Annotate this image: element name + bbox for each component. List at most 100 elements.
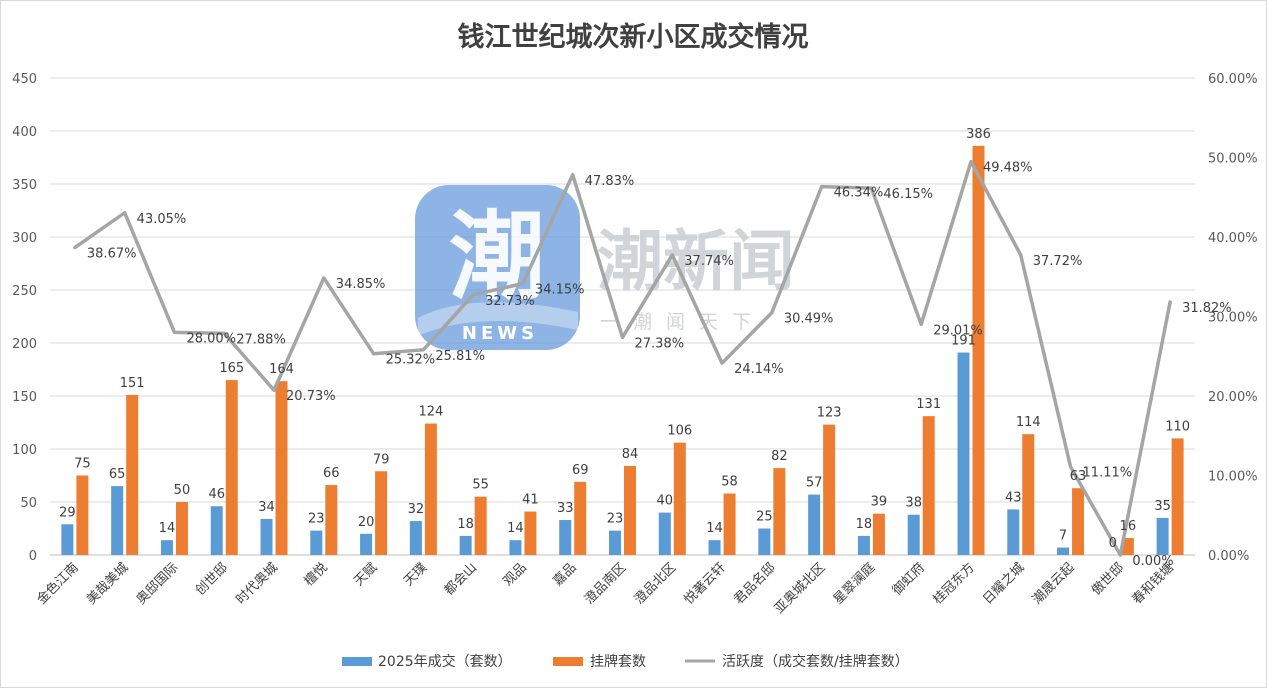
y2-tick-label: 60.00%	[1208, 72, 1258, 87]
data-label-listings: 165	[219, 361, 244, 376]
data-label-deals: 191	[951, 334, 976, 349]
x-tick-label: 檀悦	[301, 560, 331, 590]
data-label-listings: 55	[472, 478, 489, 493]
data-label-activity: 25.81%	[435, 349, 485, 364]
data-label-listings: 39	[871, 495, 888, 510]
x-tick-label: 日耀之城	[980, 560, 1027, 607]
data-label-listings: 41	[522, 493, 539, 508]
data-label-deals: 33	[557, 501, 574, 516]
bar-deals	[658, 512, 671, 555]
x-tick-label: 创世邸	[193, 560, 231, 598]
bars	[61, 145, 1184, 555]
activity-point	[1118, 553, 1122, 557]
x-tick-label: 潮晟云起	[1030, 560, 1077, 607]
data-label-deals: 46	[208, 487, 225, 502]
y-tick-label: 0	[29, 549, 37, 564]
data-label-listings: 164	[269, 362, 294, 377]
activity-point	[222, 331, 226, 335]
data-label-activity: 46.34%	[834, 186, 884, 201]
x-tick-label: 星翠澜庭	[830, 560, 878, 608]
data-label-deals: 18	[457, 517, 474, 532]
bar-listings	[1072, 488, 1085, 555]
data-label-deals: 38	[905, 496, 922, 511]
legend: 2025年成交（套数） 挂牌套数 活跃度（成交套数/挂牌套数）	[342, 653, 909, 670]
activity-point	[670, 253, 674, 257]
data-label-deals: 65	[109, 467, 126, 482]
x-tick-label: 亚奥城北区	[772, 560, 829, 617]
data-label-activity: 38.67%	[87, 247, 137, 262]
bar-deals	[857, 535, 870, 555]
data-label-listings: 110	[1165, 419, 1190, 434]
bar-listings	[375, 471, 388, 555]
data-label-deals: 34	[258, 500, 275, 515]
bar-listings	[624, 465, 636, 555]
activity-point	[372, 352, 376, 356]
x-tick-label: 君品名邸	[731, 560, 779, 608]
y-tick-label: 450	[12, 72, 37, 87]
y2-tick-label: 10.00%	[1208, 470, 1258, 485]
legend-label-activity: 活跃度（成交套数/挂牌套数）	[722, 653, 909, 670]
activity-point	[272, 388, 276, 392]
activity-point	[322, 276, 326, 280]
y2-tick-label: 50.00%	[1208, 152, 1258, 167]
bar-listings	[823, 424, 836, 555]
bar-deals	[708, 540, 721, 555]
data-label-activity: 29.01%	[933, 323, 983, 338]
bar-listings	[424, 423, 437, 555]
data-label-listings: 131	[916, 397, 941, 412]
chart-title: 钱江世纪城次新小区成交情况	[458, 21, 809, 53]
y-tick-label: 100	[12, 443, 37, 458]
data-label-listings: 75	[74, 457, 91, 472]
bar-deals	[1156, 517, 1169, 555]
data-label-listings: 106	[667, 424, 692, 439]
data-label-activity: 34.85%	[336, 277, 386, 292]
activity-point	[1168, 300, 1172, 304]
data-label-listings: 82	[771, 449, 788, 464]
bar-listings	[723, 493, 736, 555]
y-tick-label: 200	[12, 337, 37, 352]
y-tick-label: 300	[12, 231, 37, 246]
y2-tick-label: 40.00%	[1208, 231, 1258, 246]
activity-point	[571, 173, 575, 177]
bar-listings	[972, 145, 985, 555]
activity-point	[919, 322, 923, 326]
activity-point	[1069, 465, 1073, 469]
bar-deals	[509, 540, 522, 555]
bar-deals	[907, 514, 920, 555]
x-tick-label: 桂冠东方	[930, 560, 978, 608]
x-tick-label: 金色江南	[34, 560, 82, 608]
bar-listings	[872, 513, 885, 555]
bar-listings	[474, 496, 487, 555]
data-label-activity: 24.14%	[734, 362, 784, 377]
data-label-listings: 124	[418, 405, 443, 420]
data-label-activity: 30.49%	[784, 312, 834, 327]
bar-deals	[310, 530, 323, 555]
watermark-news-text: NEWS	[462, 323, 538, 344]
activity-point	[521, 282, 525, 286]
data-label-activity: 37.74%	[684, 254, 734, 269]
bar-listings	[1171, 438, 1184, 555]
bar-listings	[673, 442, 686, 555]
data-label-listings: 63	[1070, 469, 1087, 484]
y-tick-label: 150	[12, 390, 37, 405]
data-label-activity: 31.82%	[1182, 301, 1232, 316]
bar-deals	[111, 486, 124, 555]
gridlines	[50, 77, 1195, 556]
x-tick-label: 澄品南区	[581, 560, 629, 608]
activity-point	[969, 160, 973, 164]
data-label-listings: 386	[966, 127, 991, 142]
data-label-deals: 23	[308, 512, 325, 527]
data-label-deals: 32	[408, 502, 425, 517]
activity-point	[770, 311, 774, 315]
y-tick-label: 350	[12, 178, 37, 193]
bar-listings	[126, 394, 139, 555]
data-label-deals: 14	[507, 521, 524, 536]
data-label-deals: 25	[756, 510, 773, 525]
bar-listings	[76, 475, 89, 555]
data-label-activity: 43.05%	[137, 212, 187, 227]
y2-tick-label: 0.00%	[1208, 549, 1249, 564]
watermark: 潮 NEWS 潮新闻 一潮闻天下	[415, 185, 795, 350]
x-tick-label: 悦著云轩	[682, 560, 729, 607]
x-tick-label: 御虹府	[890, 560, 928, 598]
